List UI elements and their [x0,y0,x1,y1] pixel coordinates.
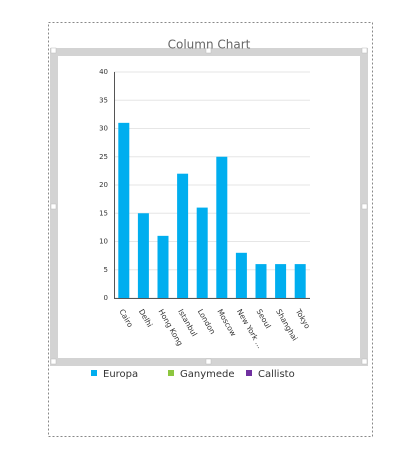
legend-label: Ganymede [180,369,235,380]
legend-swatch [168,370,174,376]
handle[interactable] [361,47,368,54]
bar [255,264,267,298]
handle[interactable] [361,203,368,210]
bar [118,122,130,298]
handle[interactable] [50,203,57,210]
y-tick-label: 25 [99,153,108,161]
bar [275,264,287,298]
handles [50,47,368,365]
y-tick-label: 35 [99,96,108,104]
legend-label: Europa [103,369,138,380]
bar [216,156,228,298]
y-tick-label: 40 [99,68,108,76]
bar [196,207,208,298]
design-border [48,22,373,437]
bar [157,235,169,298]
handle[interactable] [50,47,57,54]
bar [137,213,149,298]
y-tick-label: 15 [99,209,108,217]
handle[interactable] [361,358,368,365]
y-tick-label: 30 [99,125,108,133]
handle[interactable] [50,358,57,365]
bar [177,173,189,298]
handle[interactable] [205,358,212,365]
chart-title: Column Chart [168,38,251,52]
y-tick-label: 0 [104,294,108,302]
y-tick-label: 5 [104,266,108,274]
legend-label: Callisto [258,369,295,380]
handle[interactable] [205,47,212,54]
legend-swatch [91,370,97,376]
bar [294,264,306,298]
legend-swatch [246,370,252,376]
bar [235,252,247,298]
y-tick-label: 10 [99,238,108,246]
y-tick-label: 20 [99,181,108,189]
